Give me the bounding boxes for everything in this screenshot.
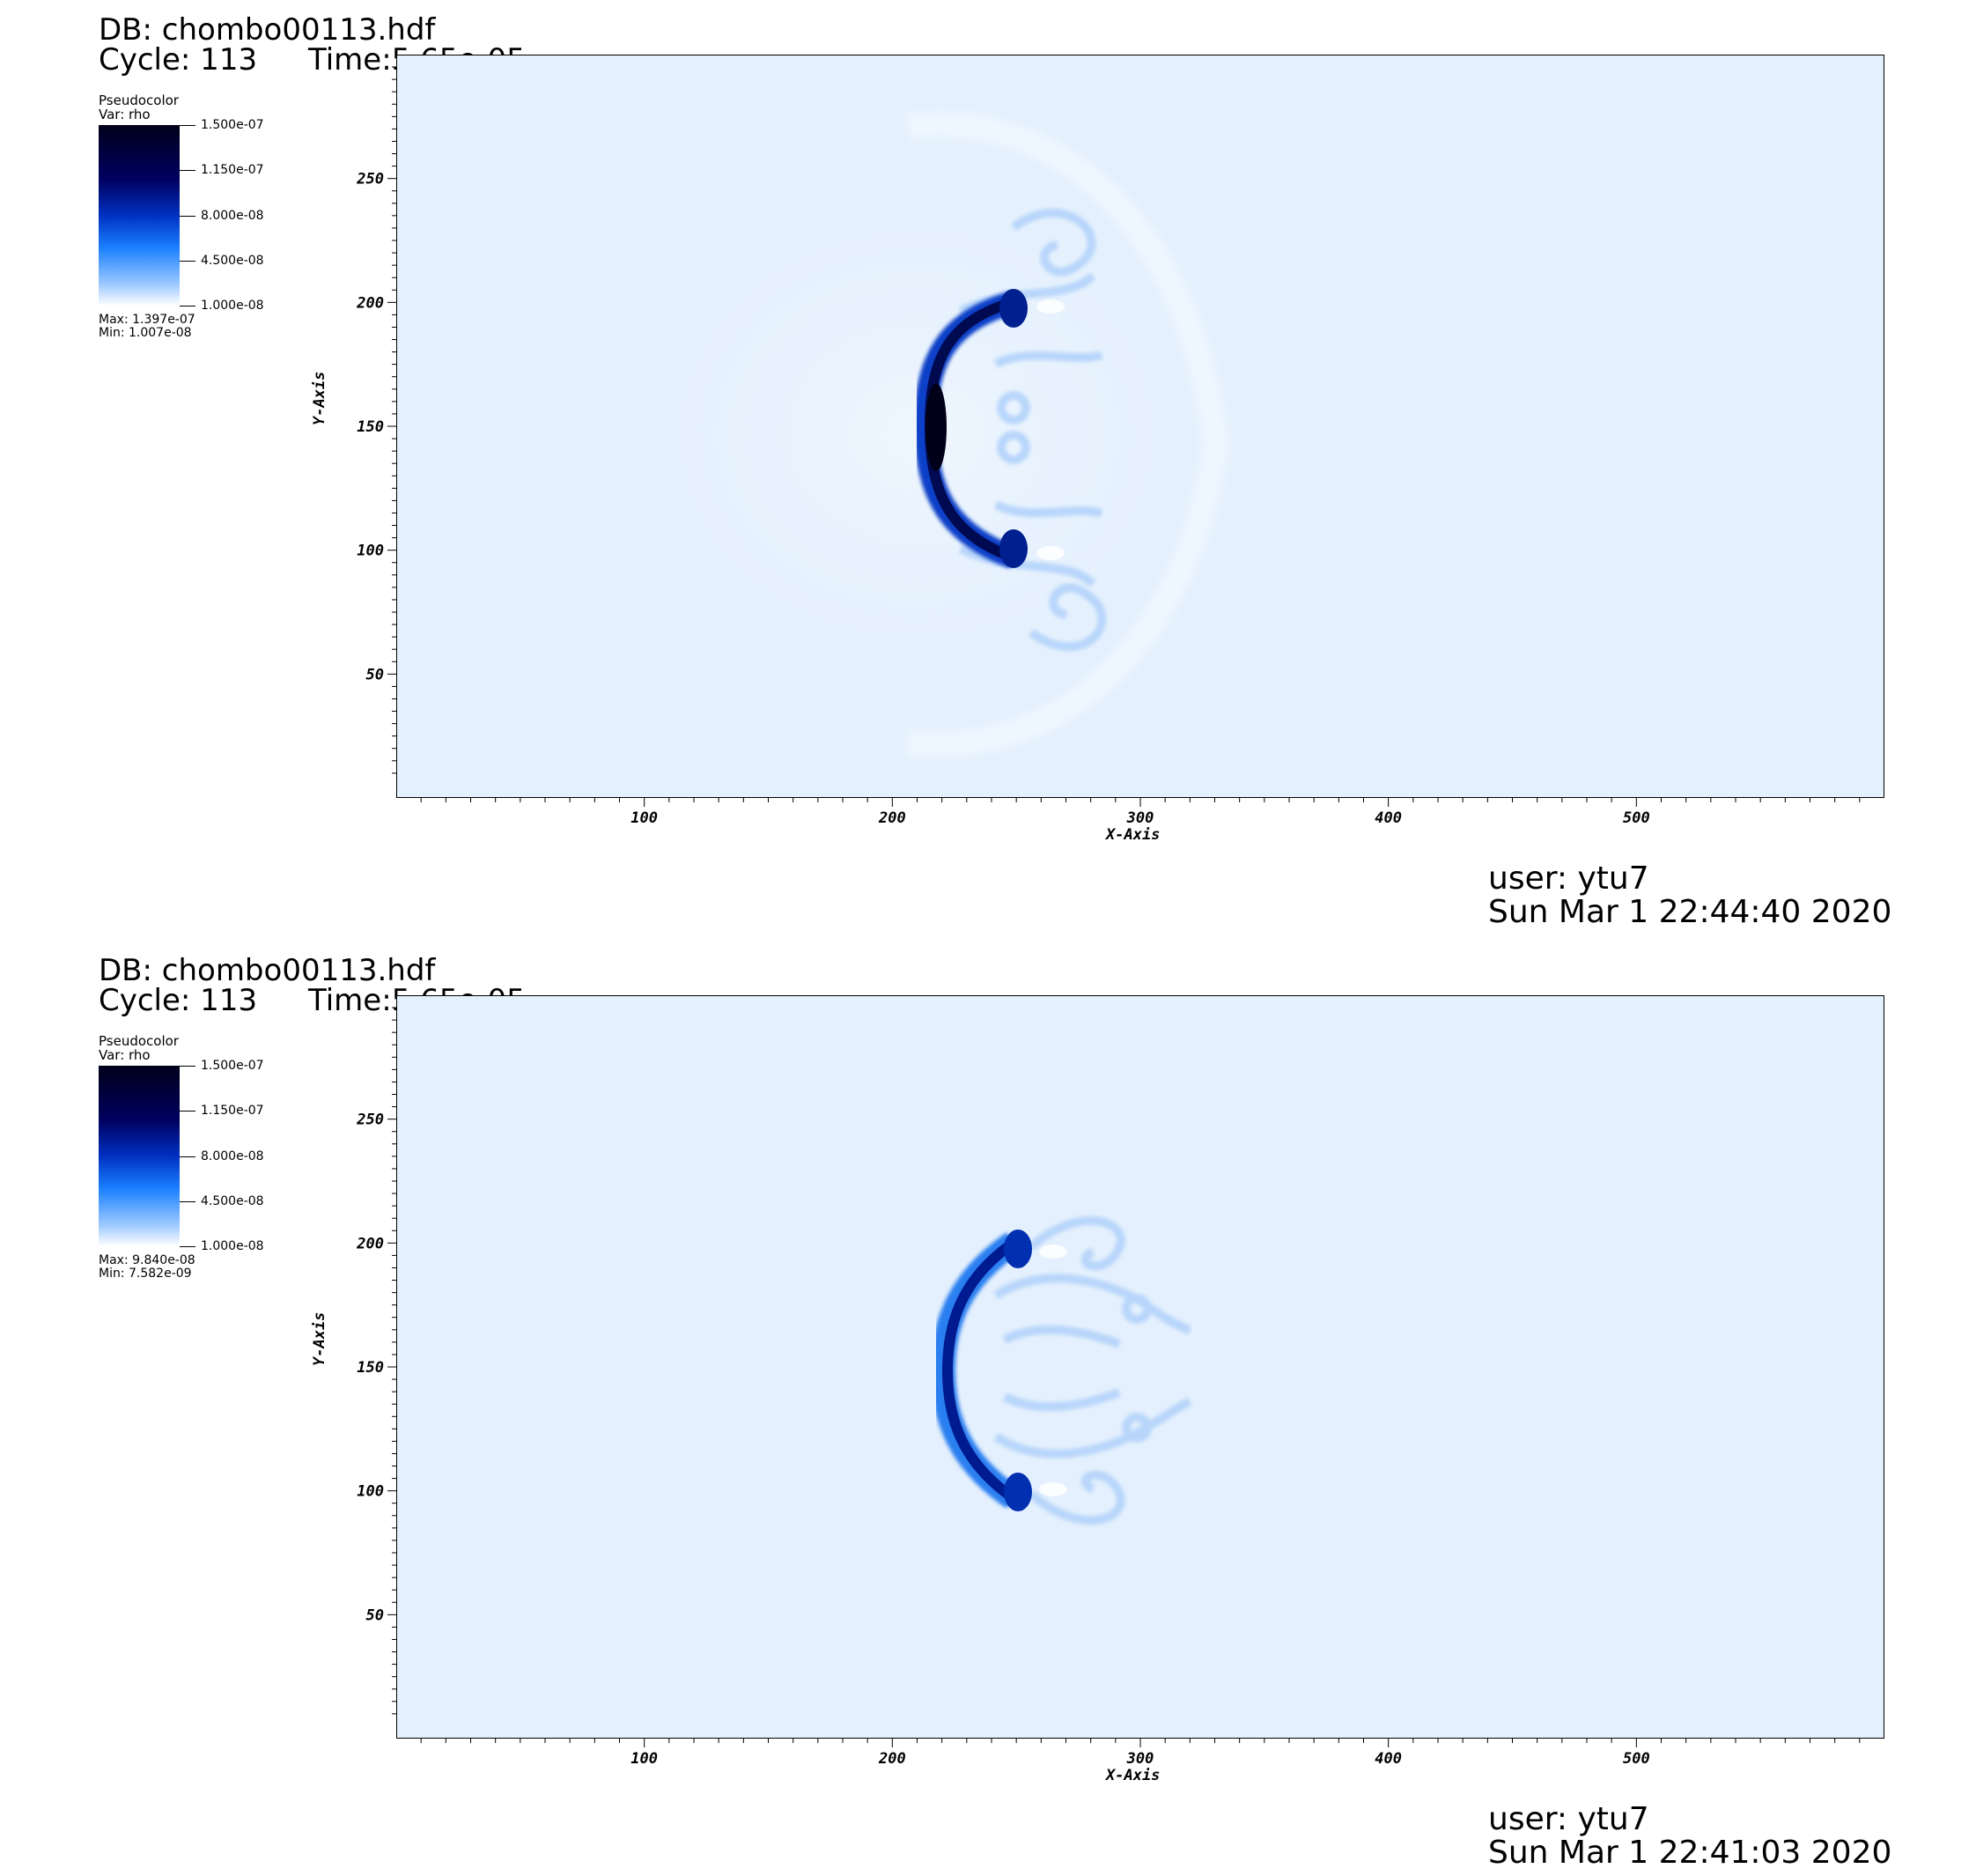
render-panel-1: DB: chombo00113.hdf Cycle: 113 Time:5.65… — [0, 0, 1976, 935]
x-tick-label: 400 — [1375, 809, 1402, 827]
colorbar-tick — [180, 1201, 195, 1202]
legend-min: Min: 1.007e-08 — [99, 326, 192, 340]
colorbar-label: 1.150e-07 — [201, 1104, 264, 1118]
legend-variable: Var: rho — [99, 107, 151, 122]
axes: 100 200 300 400 500 250 200 150 100 50 — [356, 66, 1861, 827]
date-label: Sun Mar 1 22:41:03 2020 — [1488, 1835, 1892, 1871]
y-tick-label: 250 — [356, 1112, 384, 1129]
y-tick-label: 150 — [357, 1359, 384, 1377]
database-label: DB: chombo00113.hdf — [99, 953, 436, 988]
colorbar-label: 4.500e-08 — [201, 254, 264, 268]
x-tick-label: 200 — [878, 1750, 906, 1768]
x-tick-label: 500 — [1623, 809, 1650, 827]
density-field-image — [547, 111, 1287, 757]
y-tick-label: 100 — [357, 1483, 384, 1501]
x-axis-title: X-Axis — [1106, 1767, 1161, 1784]
colorbar-tick — [180, 1246, 195, 1247]
y-tick-label: 50 — [366, 666, 384, 683]
colorbar-label: 1.500e-07 — [201, 1059, 264, 1073]
legend-min: Min: 7.582e-09 — [99, 1267, 192, 1281]
x-tick-label: 100 — [630, 809, 658, 827]
database-label: DB: chombo00113.hdf — [99, 12, 436, 48]
x-axis-title: X-Axis — [1106, 826, 1161, 844]
legend-title: Pseudocolor — [99, 92, 179, 108]
x-tick-label: 300 — [1126, 1750, 1154, 1768]
y-tick-label: 150 — [357, 418, 384, 436]
colorbar — [99, 125, 180, 306]
user-label: user: ytu7 — [1488, 1801, 1649, 1837]
x-tick-label: 500 — [1623, 1750, 1650, 1768]
y-tick-label: 50 — [366, 1606, 384, 1624]
x-tick-label: 300 — [1126, 809, 1154, 827]
colorbar-label: 8.000e-08 — [201, 209, 264, 223]
colorbar-label: 1.000e-08 — [201, 1239, 264, 1253]
legend-max: Max: 9.840e-08 — [99, 1253, 195, 1267]
colorbar — [99, 1066, 180, 1246]
colorbar-tick — [180, 170, 195, 171]
legend-variable: Var: rho — [99, 1047, 151, 1063]
y-axis-title: Y-Axis — [311, 1311, 328, 1366]
axes: 100 200 300 400 500 250 200 150 100 50 — [356, 1007, 1861, 1768]
user-label: user: ytu7 — [1488, 860, 1649, 897]
colorbar-tick — [180, 1066, 195, 1067]
colorbar-tick — [180, 216, 195, 217]
colorbar-label: 1.000e-08 — [201, 299, 264, 313]
y-tick-label: 250 — [356, 171, 384, 188]
date-label: Sun Mar 1 22:44:40 2020 — [1488, 894, 1892, 930]
legend-title: Pseudocolor — [99, 1033, 179, 1049]
colorbar-label: 1.150e-07 — [201, 163, 264, 177]
y-axis-title: Y-Axis — [311, 371, 328, 425]
y-tick-label: 200 — [356, 1235, 384, 1252]
density-plot — [396, 995, 1884, 1739]
legend-max: Max: 1.397e-07 — [99, 313, 195, 327]
colorbar-tick — [180, 1156, 195, 1157]
density-field-image — [930, 1216, 1192, 1525]
cycle-label: Cycle: 113 — [99, 983, 258, 1018]
density-plot — [396, 55, 1884, 798]
colorbar-tick — [180, 1111, 195, 1112]
y-tick-label: 100 — [357, 543, 384, 560]
colorbar-label: 8.000e-08 — [201, 1149, 264, 1163]
colorbar-tick — [180, 261, 195, 262]
x-tick-label: 200 — [878, 809, 906, 827]
render-panel-2: DB: chombo00113.hdf Cycle: 113 Time:5.65… — [0, 941, 1976, 1876]
cycle-label: Cycle: 113 — [99, 42, 258, 78]
x-tick-label: 400 — [1375, 1750, 1402, 1768]
colorbar-tick — [180, 125, 195, 126]
y-tick-label: 200 — [356, 294, 384, 312]
colorbar-label: 1.500e-07 — [201, 118, 264, 132]
x-tick-label: 100 — [630, 1750, 658, 1768]
colorbar-tick — [180, 306, 195, 307]
colorbar-label: 4.500e-08 — [201, 1194, 264, 1208]
